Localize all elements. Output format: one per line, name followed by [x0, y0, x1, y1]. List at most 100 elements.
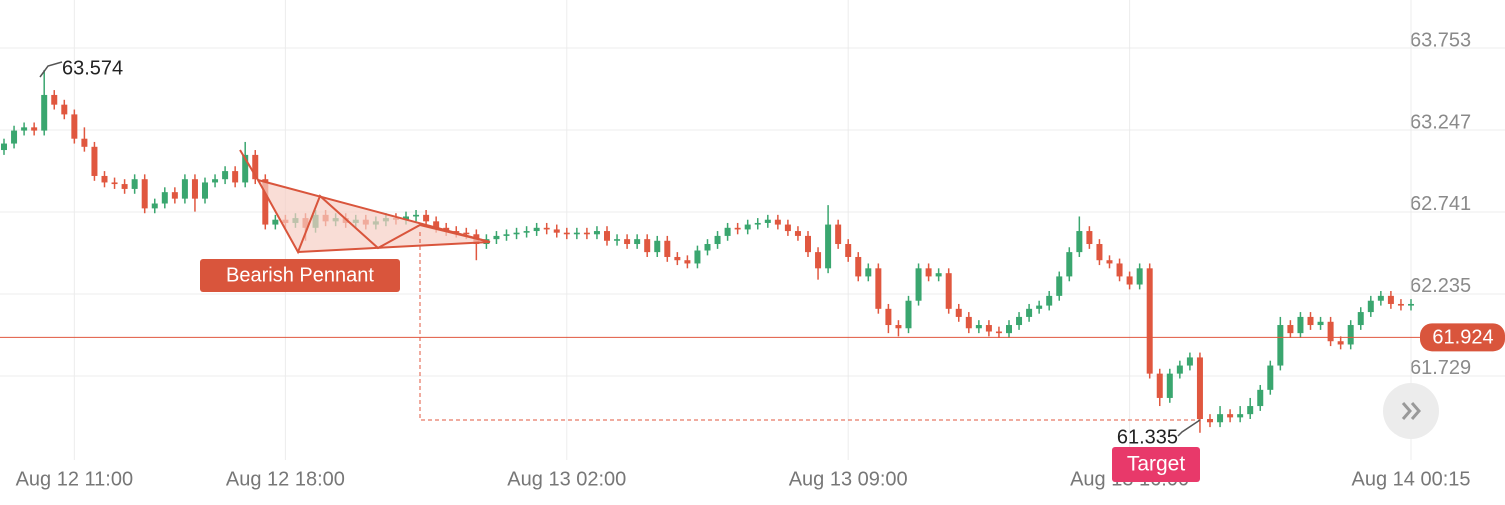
- candle-body: [191, 179, 198, 199]
- candle-body: [101, 175, 108, 183]
- candle-body: [272, 219, 279, 225]
- pattern-badge: [200, 259, 400, 292]
- candle-body: [784, 224, 791, 232]
- candle-body: [1066, 252, 1073, 277]
- candle-body: [51, 94, 58, 105]
- target-label: Target: [1127, 453, 1186, 476]
- chevron: [1410, 402, 1421, 420]
- candle-body: [171, 192, 178, 199]
- candle-body: [493, 235, 500, 240]
- candle-body: [604, 231, 610, 241]
- candle-body: [985, 325, 992, 332]
- target-projection: [419, 232, 1200, 421]
- candle-body: [955, 308, 962, 317]
- candle-body: [1126, 276, 1133, 285]
- candle-body: [1247, 406, 1254, 415]
- candle-body: [1, 143, 7, 151]
- pennant-pattern: Bearish Pennant: [200, 149, 1200, 421]
- candle-body: [1397, 303, 1404, 306]
- last-price-tag: [1420, 323, 1505, 352]
- candle-body: [1056, 276, 1063, 296]
- candle-body: [463, 232, 470, 235]
- candle-body: [1337, 341, 1344, 345]
- candle-body: [1237, 414, 1244, 418]
- candle-body: [141, 179, 148, 209]
- candle-body: [1227, 414, 1234, 418]
- candle-body: [794, 231, 801, 236]
- candle-body: [935, 273, 942, 277]
- candle-body: [553, 229, 560, 233]
- candle-body: [925, 268, 932, 277]
- candle-body: [995, 331, 1002, 334]
- candle-body: [433, 221, 440, 228]
- candle-body: [945, 273, 952, 309]
- candle-body: [1217, 414, 1224, 423]
- candle-body: [1207, 419, 1213, 423]
- candle-body: [624, 239, 631, 245]
- high-label: 63.574: [62, 57, 123, 79]
- candle-body: [704, 244, 711, 251]
- candle-body: [885, 308, 892, 326]
- candle-body: [181, 179, 188, 199]
- target-badge: [1112, 447, 1200, 482]
- candle-body: [1196, 357, 1203, 420]
- candle-body: [41, 94, 48, 131]
- y-tick-label: 63.753: [1410, 29, 1471, 51]
- candle-body: [202, 182, 208, 199]
- candle-body: [523, 231, 530, 233]
- candle-body: [533, 227, 540, 232]
- candle-body: [1026, 308, 1033, 317]
- candle-body: [1006, 325, 1012, 334]
- candle-body: [61, 104, 68, 115]
- candle-body: [684, 260, 691, 264]
- candle-body: [1086, 231, 1093, 245]
- last-price-label: 61.924: [1432, 327, 1493, 349]
- candle-body: [1357, 312, 1364, 326]
- candle-body: [1116, 263, 1123, 277]
- candle-body: [121, 184, 128, 189]
- candle-body: [573, 232, 580, 235]
- candle-body: [1156, 373, 1163, 398]
- candle-body: [754, 222, 761, 225]
- candle-body: [222, 171, 229, 180]
- y-tick-label: 63.247: [1410, 111, 1471, 133]
- candle-body: [513, 232, 520, 235]
- candle-body: [413, 214, 420, 217]
- chevron: [1401, 402, 1412, 420]
- candle-body: [1347, 325, 1354, 345]
- candle-body: [453, 231, 460, 233]
- high-connector: [39, 61, 63, 78]
- candle-body: [563, 232, 570, 235]
- candle-body: [774, 219, 781, 225]
- candle-body: [111, 182, 118, 185]
- candle-body: [1307, 316, 1314, 326]
- candle-body: [1106, 260, 1113, 264]
- grid: 61.729 62.235 62.741 63.247 63.753: [0, 0, 1505, 460]
- candle-body: [905, 300, 912, 329]
- candle-body: [1327, 321, 1334, 342]
- candle-body: [724, 227, 731, 236]
- x-tick-label: Aug 12 11:00: [16, 468, 134, 490]
- candle-body: [855, 256, 862, 277]
- scroll-button[interactable]: [1383, 383, 1439, 439]
- low-label: 61.335: [1117, 426, 1178, 448]
- candle-body: [131, 179, 138, 189]
- candle-body: [714, 235, 721, 245]
- candle-body: [1096, 244, 1103, 261]
- candle-body: [262, 179, 269, 225]
- candle-body: [744, 224, 751, 230]
- candle-body: [81, 138, 88, 147]
- candle-body: [1297, 316, 1304, 334]
- candle-body: [212, 179, 219, 183]
- candle-body: [865, 268, 872, 277]
- candle-body: [503, 234, 510, 236]
- candles: [1, 69, 1414, 433]
- pennant-upper: [257, 179, 491, 243]
- pattern-label: Bearish Pennant: [226, 264, 374, 286]
- x-tick-label: Aug 13 09:00: [789, 468, 908, 490]
- candle-body: [242, 154, 249, 183]
- candle-body: [1036, 305, 1043, 309]
- x-axis: Aug 12 11:00 Aug 12 18:00 Aug 13 02:00 Aug …: [16, 468, 1471, 490]
- candle-body: [915, 268, 922, 301]
